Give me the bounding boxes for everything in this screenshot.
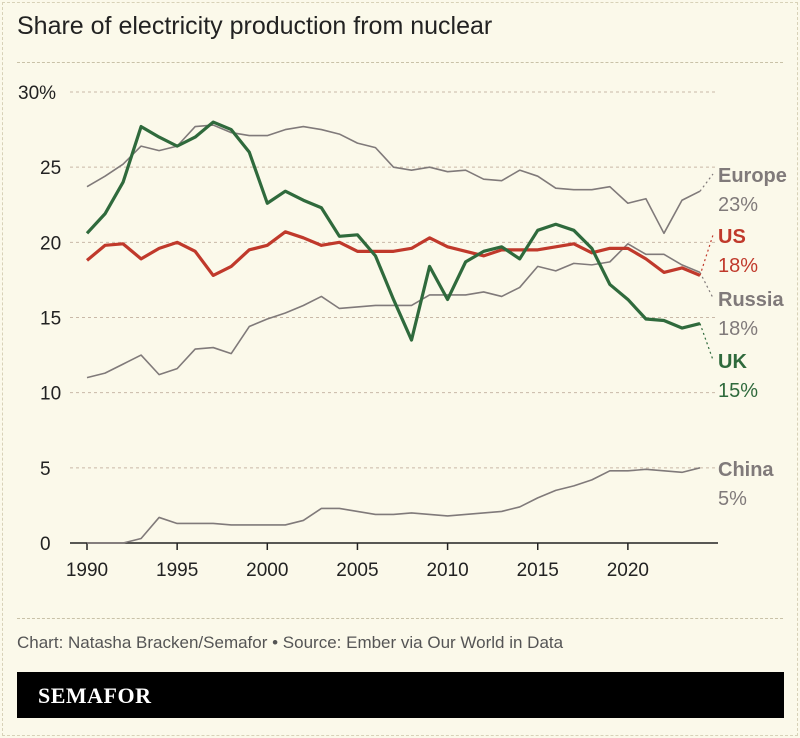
x-tick-label: 1995: [156, 560, 198, 581]
y-tick-label: 10: [40, 384, 61, 405]
x-tick-label: 2015: [517, 560, 559, 581]
series-label: Europe: [718, 165, 787, 187]
series-line-us: [85, 230, 701, 278]
series-end-value: 18%: [718, 318, 758, 340]
series-line-europe: [86, 124, 701, 235]
series-line-uk: [85, 120, 701, 342]
y-tick-label: 20: [40, 233, 61, 254]
divider: [17, 618, 783, 619]
semafor-logo: SEMAFOR: [38, 683, 152, 708]
series-end-value: 23%: [718, 194, 758, 216]
line-chart: 0 5 10 15 20 25 30% 1990 1995 2000 2005 2010 2015 202…: [18, 83, 787, 581]
label-leader: [699, 234, 714, 276]
label-leader: [699, 272, 714, 299]
source-credit: Chart: Natasha Bracken/Semafor • Source:…: [17, 633, 564, 652]
label-leader: [699, 323, 714, 361]
series-line-china: [87, 467, 701, 544]
series-line-russia: [86, 243, 701, 379]
y-tick-label: 30%: [18, 83, 56, 104]
series-label: US: [718, 226, 746, 248]
series-end-value: 18%: [718, 255, 758, 277]
series-end-value: 15%: [718, 380, 758, 402]
x-tick-label: 1990: [66, 560, 108, 581]
y-tick-label: 25: [40, 158, 61, 179]
x-tick-label: 2010: [426, 560, 468, 581]
divider: [17, 62, 783, 63]
series-label: China: [718, 459, 774, 481]
y-tick-label: 0: [40, 534, 51, 555]
y-tick-label: 15: [40, 309, 61, 330]
y-tick-label: 5: [40, 459, 51, 480]
x-tick-label: 2020: [607, 560, 649, 581]
series-label: Russia: [718, 289, 784, 311]
x-tick-label: 2000: [246, 560, 288, 581]
series-label: UK: [718, 351, 747, 373]
series-end-value: 5%: [718, 488, 747, 510]
chart-title: Share of electricity production from nuc…: [17, 12, 493, 40]
label-leader: [699, 173, 714, 192]
x-tick-label: 2005: [336, 560, 378, 581]
brand-bar: SEMAFOR: [17, 672, 784, 718]
